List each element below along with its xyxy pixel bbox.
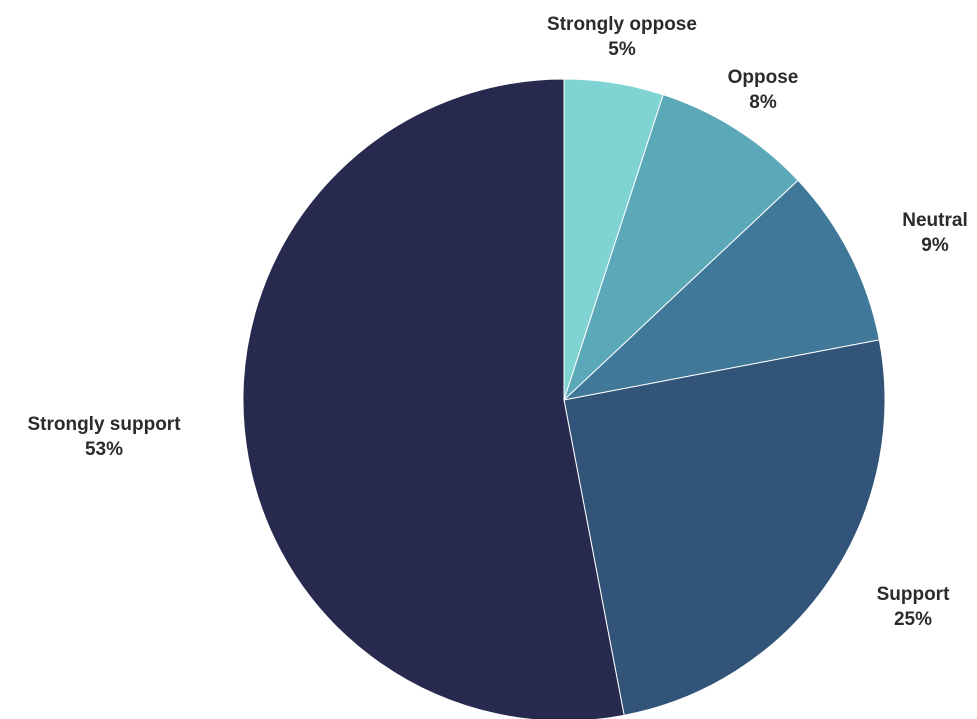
- slice-value-label-oppose: 8%: [749, 92, 777, 113]
- slice-label-oppose: Oppose: [728, 67, 799, 88]
- slice-label-neutral: Neutral: [902, 210, 967, 231]
- slice-label-support: Support: [877, 584, 950, 605]
- pie-slice-support: [563, 339, 886, 716]
- pie-slice-oppose: [563, 94, 799, 401]
- slice-label-strongly-oppose: Strongly oppose: [547, 14, 697, 35]
- pie-labels: Strongly oppose 5% Oppose 8% Neutral 9% Suppor…: [27, 14, 967, 630]
- pie-slices: [242, 78, 886, 719]
- slice-value-label-strongly-support: 53%: [85, 439, 123, 460]
- slice-label-strongly-support: Strongly support: [27, 414, 181, 435]
- pie-slice-neutral: [562, 179, 880, 401]
- slice-value-label-strongly-oppose: 5%: [608, 39, 636, 60]
- pie-slice-strongly-support: [242, 78, 625, 719]
- slice-value-label-support: 25%: [894, 609, 932, 630]
- slice-value-label-neutral: 9%: [921, 235, 949, 256]
